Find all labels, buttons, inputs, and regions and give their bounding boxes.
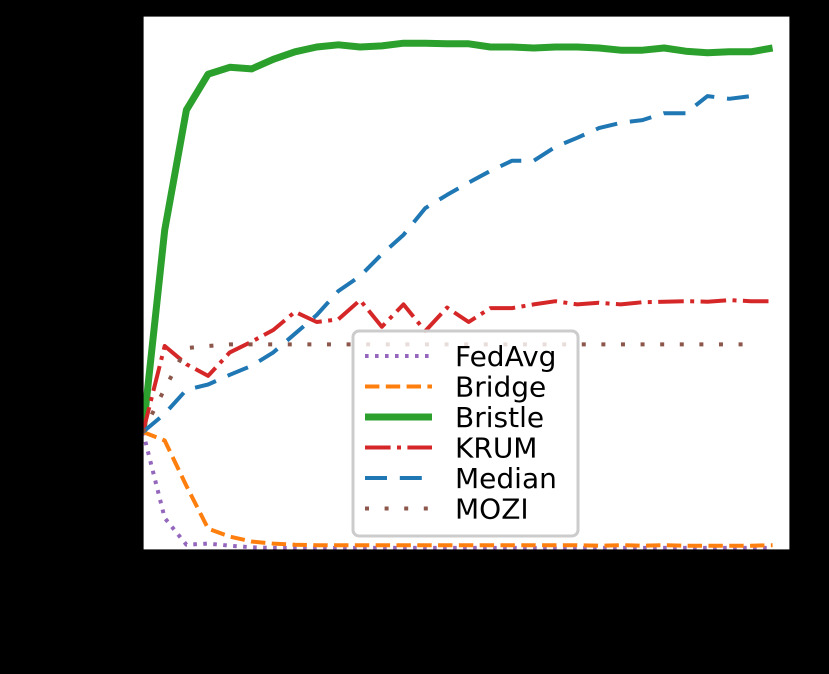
legend-item-median: Median — [365, 462, 557, 495]
legend-item-bristle: Bristle — [365, 401, 544, 434]
series-line-bristle — [143, 39, 774, 433]
plot-frame — [142, 15, 791, 551]
series-line-bridge — [143, 430, 773, 548]
legend-item-krum: KRUM — [365, 432, 537, 465]
legend-item-bridge: Bridge — [365, 371, 546, 404]
legend-label: Median — [455, 462, 557, 495]
legend-label: Bridge — [455, 371, 546, 404]
legend-label: FedAvg — [455, 340, 556, 373]
legend-item-mozi: MOZI — [365, 493, 529, 526]
legend-item-fedavg: FedAvg — [365, 340, 556, 373]
series-line-krum — [143, 298, 773, 433]
series-line-median — [143, 94, 752, 434]
legend-label: MOZI — [455, 493, 529, 526]
legend-label: KRUM — [455, 432, 537, 465]
legend-label: Bristle — [455, 401, 544, 434]
legend-box — [351, 329, 580, 538]
